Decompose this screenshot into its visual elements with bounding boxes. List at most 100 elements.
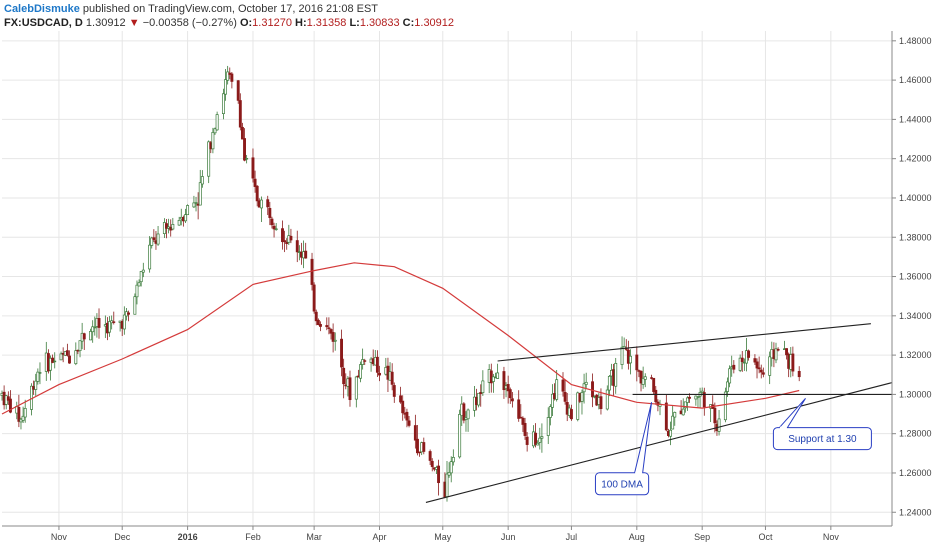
y-tick-label: 1.34000 (899, 311, 932, 321)
candle-body (38, 372, 42, 374)
candle-body (681, 408, 685, 416)
candle-body (150, 237, 154, 246)
candle-body (68, 355, 71, 364)
candle-body (6, 396, 10, 401)
author-link[interactable]: CalebDismuke (4, 3, 80, 15)
candle-body (620, 346, 624, 365)
candle-body (428, 451, 432, 461)
candle-body (348, 377, 352, 401)
candle-body (449, 461, 453, 474)
annotation-joint (635, 471, 643, 475)
candle-body (333, 339, 337, 342)
candle-body (135, 284, 139, 298)
candle-body (521, 417, 525, 425)
candle-body (654, 389, 658, 403)
x-tick-label: Apr (373, 532, 387, 542)
candles (0, 65, 801, 502)
candle-body (198, 182, 202, 206)
candle-body (392, 385, 396, 397)
candle-body (713, 407, 717, 424)
candle-body (462, 403, 466, 421)
candle-body (200, 176, 204, 185)
last-price: 1.30912 (85, 17, 126, 29)
high-label: H: (295, 17, 307, 29)
candle-body (139, 271, 143, 283)
x-tick-label: Mar (306, 532, 322, 542)
candle-body (272, 225, 276, 230)
candle-body (683, 401, 687, 409)
candle-body (673, 412, 677, 418)
candle-body (523, 422, 527, 436)
candle-body (89, 331, 93, 341)
candle-body (652, 377, 656, 393)
candle-body (295, 240, 299, 253)
candle-body (753, 358, 757, 363)
candle-body (137, 282, 141, 287)
candle-body (363, 360, 367, 362)
candle-body (599, 396, 603, 409)
candle-body (243, 138, 246, 161)
y-tick-label: 1.40000 (899, 193, 932, 203)
axes: 1.48000 1.46000 1.44000 1.42000 1.40000 1.380… (2, 31, 932, 542)
candle-body (555, 379, 559, 400)
annotation-100-dma: 100 DMA (594, 402, 653, 496)
candle-body (74, 350, 78, 365)
candle-body (447, 472, 451, 476)
candle-body (664, 402, 668, 431)
candle-body (477, 392, 481, 406)
open-value: 1.31270 (252, 17, 292, 29)
candle-body (791, 353, 795, 372)
candle-body (738, 357, 742, 371)
candle-body (761, 372, 765, 375)
candle-body (171, 223, 175, 230)
candle-body (141, 269, 145, 273)
candle-body (133, 296, 137, 315)
candle-body (259, 199, 263, 209)
candle-body (226, 71, 230, 81)
candle-body (215, 114, 219, 131)
price-change: −0.00358 (−0.27%) (142, 17, 237, 29)
published-text: published on TradingView.com, October 17… (79, 3, 379, 15)
trendlines (425, 323, 893, 503)
candle-body (669, 429, 673, 437)
x-tick-label: Jul (566, 532, 578, 542)
annotation-support: Support at 1.30 (772, 397, 872, 451)
candle-body (49, 357, 52, 371)
candle-body (361, 359, 365, 365)
candle-body (605, 389, 609, 410)
candle-body (405, 411, 409, 421)
candle-body (506, 384, 510, 392)
candle-body (534, 432, 538, 445)
candle-body (481, 380, 485, 394)
candle-body (329, 329, 333, 334)
candle-body (82, 333, 86, 340)
candle-body (390, 371, 394, 385)
candle-body (289, 235, 293, 241)
y-tick-label: 1.30000 (899, 389, 932, 399)
candle-body (413, 425, 417, 441)
candle-body (53, 360, 57, 363)
candle-body (430, 460, 434, 467)
candle-body (755, 361, 759, 369)
open-label: O: (239, 17, 253, 29)
candle-body (51, 357, 55, 363)
symbol-label: FX:USDCAD, D (4, 17, 83, 29)
candle-body (723, 391, 727, 421)
candle-body (407, 420, 411, 426)
candle-body (785, 348, 788, 356)
candle-body (36, 371, 40, 382)
candle-body (496, 372, 500, 379)
quote-line: FX:USDCAD, D 1.30912 ▼ −0.00358 (−0.27%)… (4, 16, 454, 30)
candle-body (240, 126, 244, 140)
lower-trendline (425, 382, 893, 503)
candle-body (416, 438, 419, 454)
y-tick-label: 1.32000 (899, 350, 932, 360)
candle-body (517, 399, 521, 419)
x-tick-label: Dec (114, 532, 131, 542)
candle-body (78, 340, 82, 352)
x-tick-label: Nov (51, 532, 68, 542)
candle-body (122, 314, 126, 330)
candle-body (576, 392, 580, 420)
candle-body (776, 348, 780, 351)
